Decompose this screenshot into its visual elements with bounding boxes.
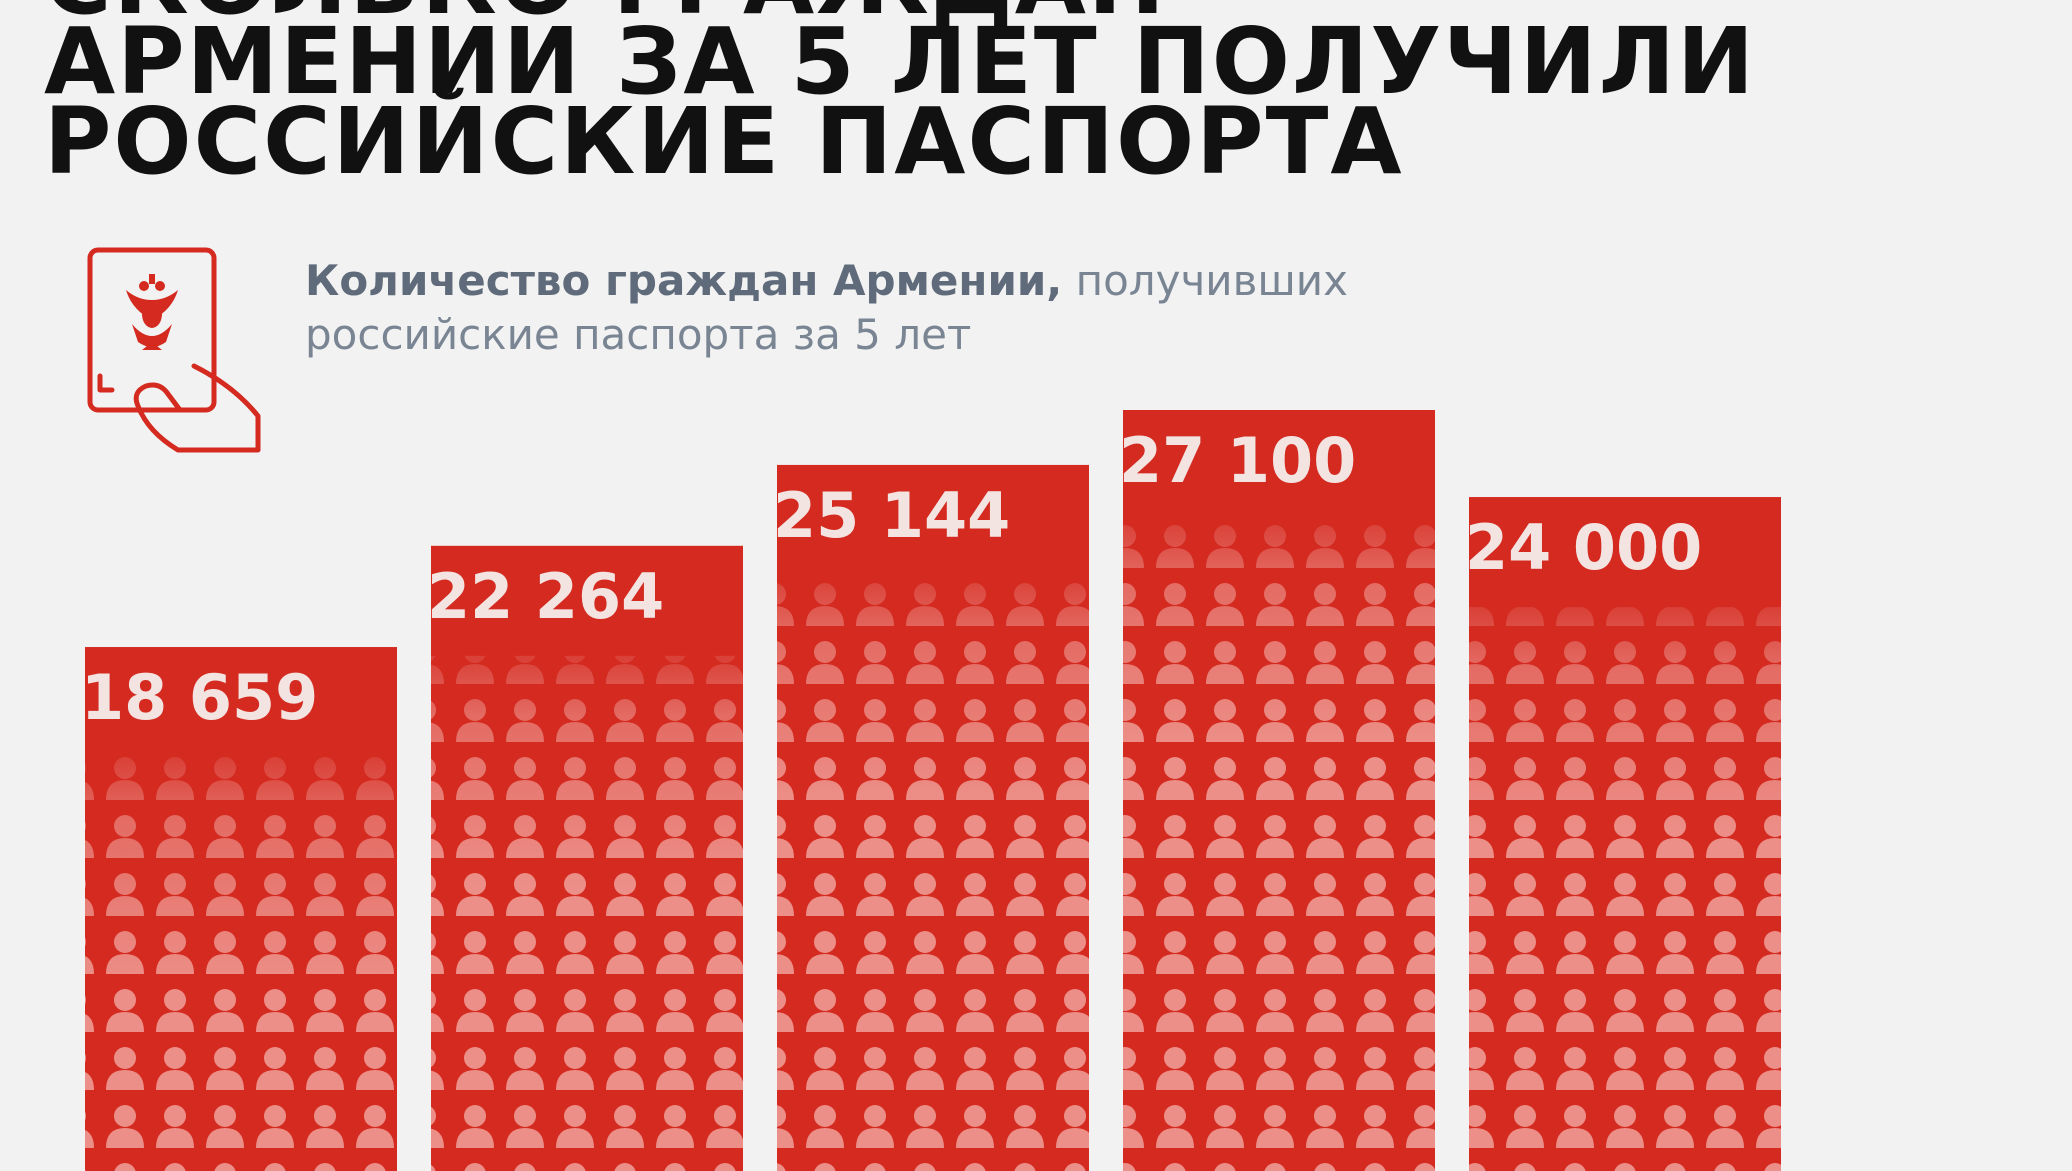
bar-value-label: 18 659 (81, 661, 318, 734)
bar-value-label: 27 100 (1119, 424, 1356, 497)
passport-in-hand-icon (87, 247, 261, 453)
bar-fade (1123, 490, 1435, 750)
bar-value-label: 25 144 (773, 479, 1010, 552)
title-line-3: РОССИЙСКИЕ ПАСПОРТА (44, 88, 1404, 195)
subtitle-bold: Количество граждан Армении, (305, 256, 1063, 305)
bar-4: 27 100 (1119, 410, 1435, 1171)
chart-subtitle: Количество граждан Армении, получивших р… (305, 254, 1505, 362)
bar-value-label: 24 000 (1465, 511, 1702, 584)
bar-2: 22 264 (427, 545, 743, 1171)
bar-fade (777, 544, 1089, 805)
bar-fade (85, 727, 397, 988)
subtitle-rest: получивших российские паспорта за 5 лет (305, 256, 1348, 359)
bar-1: 18 659 (81, 647, 397, 1171)
bar-5: 24 000 (1465, 497, 1781, 1171)
bar-fade (431, 625, 743, 886)
bar-value-label: 22 264 (427, 560, 664, 633)
bar-fade (1469, 577, 1781, 838)
bar-3: 25 144 (773, 464, 1089, 1171)
page-title: СКОЛЬКО ГРАЖДАН АРМЕНИИ ЗА 5 ЛЕТ ПОЛУЧИЛ… (44, 0, 1757, 195)
title-line-2: АРМЕНИИ ЗА 5 ЛЕТ ПОЛУЧИЛИ (44, 8, 1757, 115)
